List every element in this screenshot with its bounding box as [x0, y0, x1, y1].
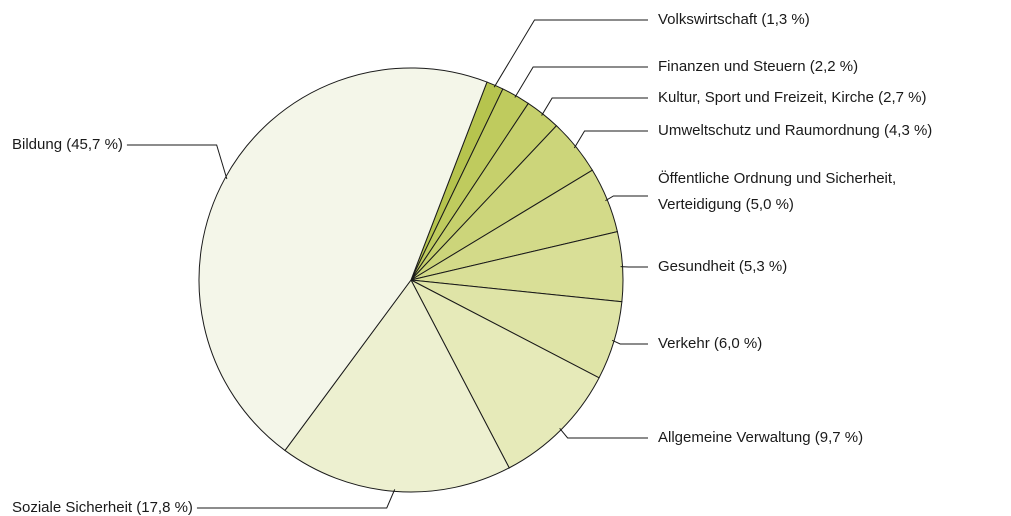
leader-line: [605, 195, 648, 202]
slice-label: Soziale Sicherheit (17,8 %): [12, 499, 193, 516]
slice-label: Finanzen und Steuern (2,2 %): [658, 58, 858, 75]
slice-label: Umweltschutz und Raumordnung (4,3 %): [658, 122, 932, 139]
leader-line: [514, 66, 648, 98]
slice-label: Volkswirtschaft (1,3 %): [658, 11, 810, 28]
leader-line: [126, 144, 228, 180]
leader-line: [196, 489, 396, 509]
slice-label: Gesundheit (5,3 %): [658, 258, 787, 275]
slice-label: Allgemeine Verwaltung (9,7 %): [658, 429, 863, 446]
pie-slice: [198, 67, 488, 452]
leader-line: [611, 339, 648, 345]
slice-label: Öffentliche Ordnung und Sicherheit, Verte…: [658, 169, 896, 213]
slice-label: Kultur, Sport und Freizeit, Kirche (2,7 …: [658, 89, 926, 106]
pie-slice: [284, 279, 510, 493]
leader-line: [559, 428, 648, 439]
slice-label: Bildung (45,7 %): [12, 136, 123, 153]
leader-line: [541, 97, 648, 116]
leader-line: [573, 130, 648, 149]
slice-label: Verkehr (6,0 %): [658, 335, 762, 352]
leader-line: [493, 19, 648, 88]
